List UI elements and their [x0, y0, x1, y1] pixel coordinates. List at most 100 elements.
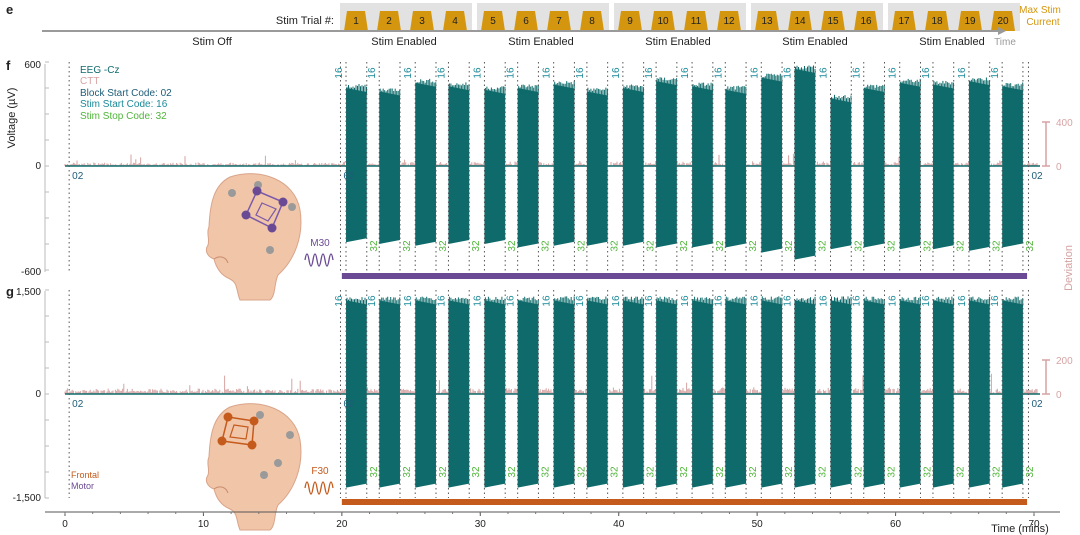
stim-stop-code-label: 32 — [679, 466, 690, 478]
eeg-burst-edge — [623, 296, 644, 307]
stim-trial-block — [925, 11, 949, 31]
legend-eeg: EEG -Cz — [80, 65, 119, 76]
eeg-burst-edge — [346, 297, 367, 307]
eeg-burst — [863, 88, 885, 248]
stim-stop-code-label: 32 — [679, 240, 690, 252]
ctt-trace-path — [64, 153, 1038, 166]
stim-start-code-label: 16 — [334, 67, 345, 79]
stim-start-code-label: 16 — [888, 295, 899, 307]
stim-stop-code-label: 32 — [748, 240, 759, 252]
eeg-burst — [1002, 300, 1023, 488]
stim-stop-code-label: 32 — [369, 240, 380, 252]
stim-start-code-label: 16 — [713, 295, 724, 307]
stim-trial-block — [755, 11, 779, 31]
stim-trial-block — [821, 11, 845, 31]
g-ctt-trace — [64, 373, 1038, 394]
eeg-burst — [415, 300, 436, 488]
stim-stop-code-label: 32 — [922, 466, 933, 478]
stim-trial-block — [410, 11, 434, 31]
g-ytick-bottom: -1,500 — [13, 493, 42, 504]
stim-stop-code-label: 32 — [784, 466, 795, 478]
stim-trial-number: 16 — [860, 16, 872, 27]
stim-trial-number: 12 — [723, 16, 735, 27]
stim-stop-code-label: 32 — [471, 466, 482, 478]
g-montage-label: F30 — [311, 466, 329, 477]
g-ytick-zero: 0 — [35, 389, 41, 400]
stim-start-code-label: 16 — [680, 295, 691, 307]
stim-start-code-label: 16 — [749, 67, 760, 79]
eeg-burst — [863, 300, 885, 488]
stim-trial-block — [892, 11, 916, 31]
stim-start-code-label: 16 — [644, 67, 655, 79]
g-deviation-tick-200: 200 — [1056, 356, 1073, 367]
f-ytick-top: 600 — [24, 60, 41, 71]
stim-trial-block — [377, 11, 401, 31]
stim-trial-number: 2 — [386, 16, 392, 27]
eeg-burst-edge — [587, 87, 608, 98]
stim-stop-code-label: 32 — [402, 240, 413, 252]
stim-start-code-label: 16 — [436, 295, 447, 307]
f-event-codes: 02 02 02 16 16 16 16 16 16 16 16 16 16 16 16 16 16 16 16 16… — [72, 67, 1043, 252]
eeg-burst-edge — [761, 296, 783, 307]
x-tick-label: 50 — [752, 519, 764, 530]
stim-stop-code-label: 32 — [715, 240, 726, 252]
stim-stop-code-label: 32 — [853, 240, 864, 252]
stim-start-code-label: 16 — [506, 67, 517, 79]
x-tick-label: 60 — [890, 519, 902, 530]
f-montage-label: M30 — [310, 238, 330, 249]
stim-trial-block — [580, 11, 604, 31]
stim-stop-code-label: 32 — [540, 466, 551, 478]
eeg-burst-edge — [900, 78, 921, 89]
eeg-burst — [517, 300, 539, 488]
eeg-burst — [794, 68, 816, 260]
stim-start-code-label: 16 — [472, 295, 483, 307]
stim-trial-number: 3 — [419, 16, 425, 27]
stim-trial-number: 1 — [353, 16, 359, 27]
stim-trial-number: 11 — [691, 16, 702, 27]
max-stim-label-1: Max Stim — [1019, 5, 1061, 16]
stim-start-code-label: 16 — [819, 295, 830, 307]
stim-stop-code-label: 32 — [956, 466, 967, 478]
stim-trial-number: 10 — [657, 16, 669, 27]
eeg-burst — [899, 300, 921, 488]
panel-e: e Stim Trial #: 1 2 3 4 5 6 7 8 9 10 11 12 13 14 15 16 1… — [6, 2, 1061, 48]
stim-trial-block — [991, 11, 1015, 31]
max-stim-label-2: Current — [1026, 17, 1060, 28]
eeg-burst-edge — [448, 296, 470, 307]
g-event-markers — [68, 290, 1029, 498]
eeg-burst-edge — [933, 296, 954, 307]
f-deviation-tick-0: 0 — [1056, 162, 1062, 173]
stim-enabled-labels: Stim Enabled Stim Enabled Stim Enabled Stim… — [371, 36, 984, 48]
f-ytick-zero: 0 — [35, 161, 41, 172]
eeg-burst-edge — [587, 296, 608, 307]
stim-start-code-label: 16 — [436, 67, 447, 79]
stim-start-code-label: 16 — [957, 67, 968, 79]
x-tick-label: 0 — [62, 519, 68, 530]
stim-stop-code-label: 32 — [610, 240, 621, 252]
g-deviation-tick-0: 0 — [1056, 390, 1062, 401]
stim-enabled-label: Stim Enabled — [645, 36, 710, 48]
eeg-burst-edge — [518, 84, 539, 94]
stim-trial-number: 20 — [997, 16, 1009, 27]
stim-start-code-label: 16 — [921, 67, 932, 79]
stim-start-code-label: 16 — [852, 295, 863, 307]
block-start-code-label: 02 — [72, 171, 84, 182]
eeg-burst — [692, 86, 713, 248]
panel-g: g 1,500 0 -1,500 02 02 02 16 16 16 16 16 16 16 16 1… — [6, 284, 1073, 535]
eeg-burst-edge — [831, 94, 852, 105]
stim-trial-block — [684, 11, 708, 31]
stim-enabled-label: Stim Enabled — [782, 36, 847, 48]
stim-stop-code-label: 32 — [438, 240, 449, 252]
head-illustration-motor — [205, 173, 302, 301]
stim-start-code-label: 16 — [819, 67, 830, 79]
stim-stop-code-label: 32 — [922, 240, 933, 252]
stim-trial-number: 8 — [589, 16, 595, 27]
stim-stop-code-label: 32 — [886, 466, 897, 478]
g-stim-bar — [341, 499, 1028, 505]
eeg-burst-edge — [692, 82, 714, 93]
stim-trial-number: 19 — [964, 16, 976, 27]
head-illustration-frontal — [205, 403, 302, 531]
x-tick-label: 40 — [613, 519, 625, 530]
y-axis-label: Voltage (µV) — [6, 88, 18, 149]
